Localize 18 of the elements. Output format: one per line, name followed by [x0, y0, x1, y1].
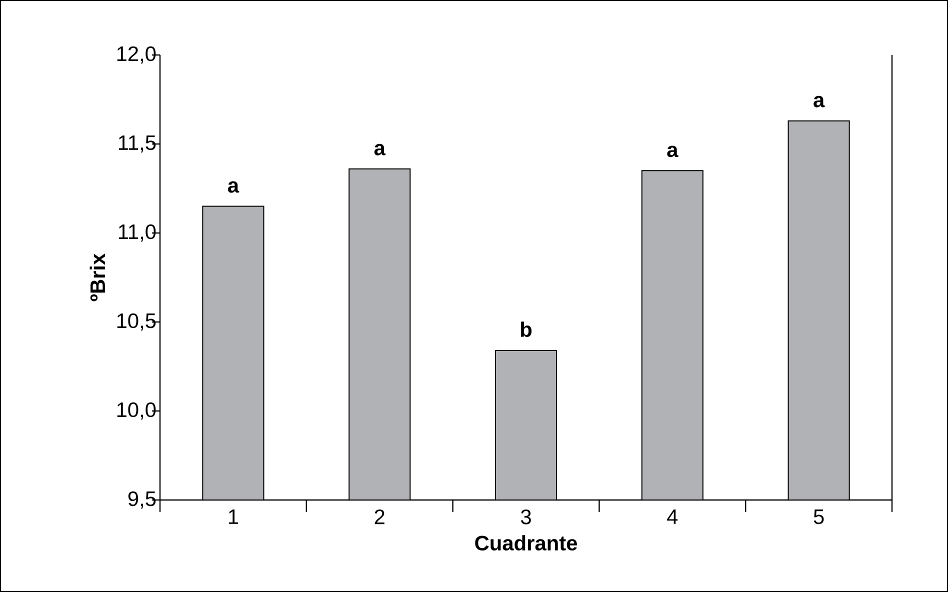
annotation: a: [374, 144, 386, 156]
y-tick-label: 11,5: [118, 135, 156, 153]
annotation: a: [814, 96, 825, 108]
y-tick-label: 9,5: [128, 491, 156, 509]
y-tick-label: 11,0: [118, 224, 156, 242]
y-tick-label: 10,5: [117, 313, 156, 331]
annotation: b: [520, 322, 532, 337]
y-tick-label: 12,0: [117, 46, 156, 64]
annotation: a: [228, 181, 240, 193]
y-tick-label: 10,0: [117, 402, 156, 420]
x-tick-label: 1: [228, 510, 238, 524]
x-tick-label: 2: [374, 510, 384, 524]
annotation: a: [667, 146, 678, 158]
x-axis-title: Cuadrante: [475, 535, 578, 551]
y-axis-title: ºBrix: [90, 253, 105, 302]
x-tick-label: 3: [520, 510, 531, 524]
x-tick-label: 5: [814, 510, 824, 524]
x-tick-label: 4: [667, 510, 678, 524]
